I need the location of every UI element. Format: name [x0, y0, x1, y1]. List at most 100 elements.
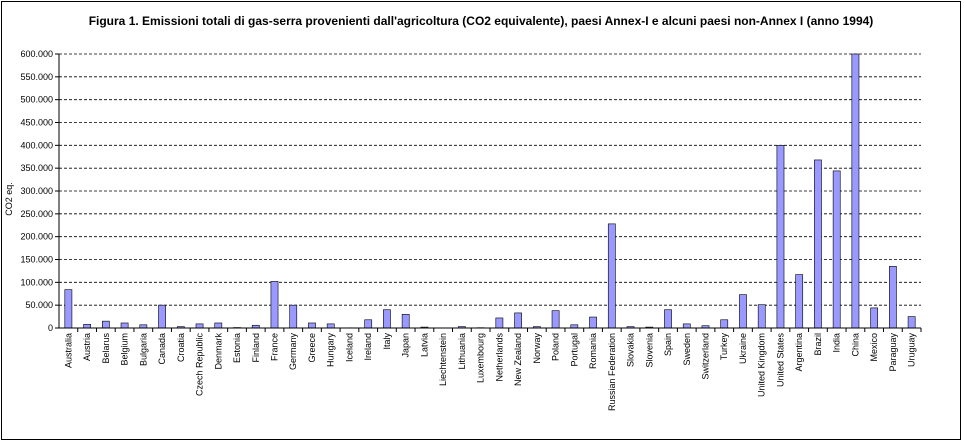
- y-tick-label: 300.000: [20, 186, 53, 196]
- bar: [682, 323, 691, 329]
- bar: [889, 266, 897, 329]
- bar: [120, 322, 129, 329]
- bar: [195, 323, 204, 329]
- x-tick-label: China: [850, 333, 860, 357]
- x-tick-label: Uruguay: [907, 333, 917, 368]
- x-tick-label: Finland: [251, 333, 261, 363]
- bar: [795, 274, 804, 329]
- bar: [757, 304, 766, 329]
- y-tick-label: 450.000: [20, 118, 53, 128]
- x-tick-label: Germany: [288, 333, 298, 371]
- x-tick-label: Latvia: [419, 333, 429, 357]
- x-tick-label: Belgium: [120, 333, 130, 366]
- bar: [64, 289, 73, 329]
- bar: [83, 324, 91, 329]
- x-tick-label: Turkey: [719, 333, 729, 361]
- x-tick-label: Sweden: [682, 333, 692, 366]
- x-tick-label: United States: [775, 333, 785, 388]
- bar: [514, 312, 522, 329]
- x-tick-label: Liechtenstein: [438, 333, 448, 386]
- x-tick-label: Ireland: [363, 333, 373, 361]
- y-axis-title: CO2 eq.: [4, 182, 14, 216]
- y-tick-label: 0: [48, 323, 53, 333]
- x-tick-label: Bulgaria: [138, 333, 148, 366]
- x-tick-label: Slovenia: [644, 333, 654, 368]
- bar: [383, 309, 391, 329]
- x-tick-label: Italy: [382, 333, 392, 350]
- bar: [832, 170, 841, 329]
- bar: [814, 159, 822, 329]
- bar: [720, 319, 729, 329]
- x-tick-label: Argentina: [794, 333, 804, 372]
- y-tick-labels: 0 50.000 100.000 150.000 200.000 250.000 300.0…: [20, 49, 53, 333]
- x-tick-label: Australia: [63, 333, 73, 368]
- y-tick-label: 150.000: [20, 255, 53, 265]
- bar: [551, 310, 560, 329]
- x-tick-label: Luxembourg: [476, 333, 486, 383]
- x-tick-label: Norway: [532, 333, 542, 364]
- bar: [589, 316, 597, 329]
- bar: [851, 53, 860, 329]
- x-tick-label: Romania: [588, 333, 598, 369]
- y-tick-label: 500.000: [20, 95, 53, 105]
- bar: [270, 281, 279, 329]
- x-tick-label: Greece: [307, 333, 317, 363]
- x-tick-label: Netherlands: [494, 333, 504, 382]
- x-tick-label: Austria: [82, 333, 92, 361]
- bar: [401, 313, 410, 329]
- x-tick-label: Slovakia: [626, 333, 636, 367]
- x-tick-label: Mexico: [869, 333, 879, 362]
- x-tick-label: Ukraine: [738, 333, 748, 364]
- bar: [308, 322, 316, 329]
- x-tick-label: New Zealand: [513, 333, 523, 386]
- x-tick-label: Spain: [663, 333, 673, 356]
- y-tick-label: 600.000: [20, 49, 53, 59]
- gridlines: [55, 53, 921, 329]
- x-tick-label: France: [270, 333, 280, 361]
- y-tick-label: 100.000: [20, 277, 53, 287]
- x-tick-label: Portugal: [569, 333, 579, 367]
- y-tick-label: 400.000: [20, 140, 53, 150]
- axes: [58, 54, 922, 332]
- bar: [326, 323, 335, 329]
- y-tick-label: 350.000: [20, 163, 53, 173]
- x-tick-label: Denmark: [213, 333, 223, 370]
- bar: [870, 307, 879, 329]
- bar: [364, 319, 373, 329]
- bar: [907, 316, 916, 329]
- x-tick-label: Canada: [157, 333, 167, 365]
- bars: [64, 53, 916, 329]
- x-tick-label: India: [832, 333, 842, 353]
- y-tick-label: 50.000: [25, 300, 53, 310]
- bar: [776, 145, 785, 329]
- x-tick-label: Poland: [551, 333, 561, 361]
- x-tick-label: Switzerland: [701, 333, 711, 380]
- chart-title: Figura 1. Emissioni totali di gas-serra …: [89, 14, 874, 28]
- x-tick-label: United Kingdom: [757, 333, 767, 397]
- x-tick-label: Lithuania: [457, 333, 467, 370]
- x-tick-label: Brazil: [813, 333, 823, 356]
- x-tick-label: Czech Republic: [195, 333, 205, 397]
- bar: [739, 294, 747, 329]
- bar: [495, 317, 504, 329]
- y-tick-label: 200.000: [20, 232, 53, 242]
- bar: [289, 304, 298, 329]
- x-tick-label: Russian Federation: [607, 333, 617, 411]
- bar: [214, 322, 223, 329]
- x-tick-labels: Australia Austria Belarus Belgium Bulgaria Ca…: [63, 333, 916, 412]
- bar: [158, 304, 166, 329]
- y-tick-label: 550.000: [20, 72, 53, 82]
- y-tick-label: 250.000: [20, 209, 53, 219]
- x-tick-label: Estonia: [232, 333, 242, 363]
- bar: [607, 223, 616, 329]
- x-tick-label: Japan: [401, 333, 411, 358]
- x-tick-label: Hungary: [326, 333, 336, 368]
- x-tick-label: Croatia: [176, 333, 186, 362]
- bar: [664, 309, 672, 329]
- x-tick-label: Paraguay: [888, 333, 898, 372]
- x-tick-label: Belarus: [101, 333, 111, 364]
- bar: [101, 320, 110, 329]
- x-tick-label: Iceland: [344, 333, 354, 362]
